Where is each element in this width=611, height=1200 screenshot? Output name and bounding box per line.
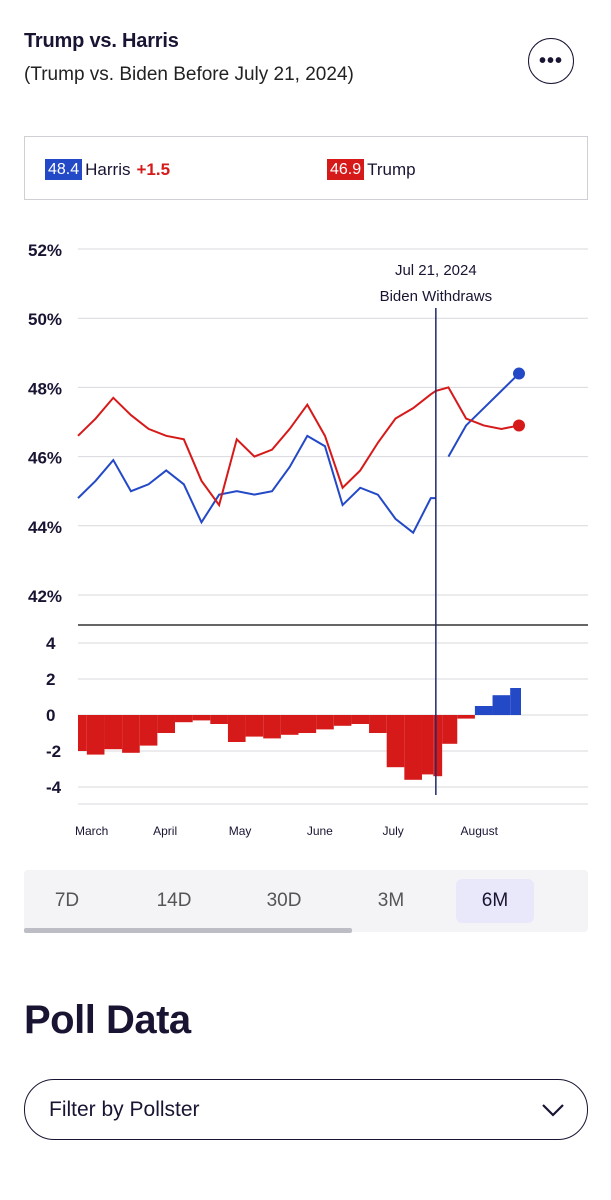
y-tick-label: 0 [46, 706, 55, 725]
tab-3m[interactable]: 3M [377, 890, 405, 911]
harris-name: Harris [85, 159, 131, 179]
page-title: Trump vs. Harris [24, 30, 179, 52]
margin-bar [210, 715, 228, 724]
tab-7d[interactable]: 7D [54, 890, 80, 911]
x-tick-label: March [75, 824, 108, 838]
tab-6m[interactable]: 6M [456, 879, 534, 923]
margin-bar [122, 715, 140, 753]
trump-endpoint [513, 419, 525, 432]
margin-bar [386, 715, 405, 768]
tab-14d[interactable]: 14D [156, 890, 192, 911]
legend-harris: 48.4 Harris +1.5 [45, 159, 170, 180]
legend-panel: 48.4 Harris +1.5 46.9 Trump [24, 136, 588, 200]
x-tick-label: April [153, 824, 177, 838]
harris-endpoint [513, 367, 525, 380]
margin-bar [474, 706, 493, 715]
margin-bar [421, 715, 434, 775]
y-tick-label: 50% [28, 310, 62, 329]
harris-line [77, 434, 436, 535]
margin-bar [333, 715, 352, 726]
trump-name: Trump [367, 159, 416, 179]
margin-bar [245, 715, 264, 737]
margin-bar [404, 715, 422, 780]
y-tick-label: 42% [28, 587, 62, 606]
margin-bar [157, 715, 176, 733]
margin-bar [263, 715, 281, 739]
margin-bar [192, 715, 211, 721]
margin-bar [442, 715, 458, 744]
margin-bar [175, 715, 193, 723]
more-options-button[interactable]: ••• [528, 38, 574, 84]
x-tick-label: July [382, 824, 403, 838]
y-tick-label: 52% [28, 241, 62, 260]
margin-bar [351, 715, 370, 724]
tab-30d[interactable]: 30D [266, 890, 302, 911]
y-tick-label: 4 [46, 634, 56, 653]
harris-lead: +1.5 [136, 159, 171, 179]
range-tabs: 7D 14D 30D 3M 6M [24, 870, 588, 932]
harris-line [447, 372, 520, 458]
annotation-date: Jul 21, 2024 [395, 262, 477, 279]
poll-chart[interactable]: 52% 50% 48% 46% 44% 42% 4 2 0 -2 -4 March April May Ju… [0, 230, 611, 850]
y-tick-label: 44% [28, 518, 62, 537]
y-tick-label: 46% [28, 449, 62, 468]
filter-label: Filter by Pollster [49, 1098, 200, 1121]
y-tick-label: 48% [28, 379, 62, 398]
chevron-down-icon [542, 1104, 564, 1117]
trump-line [77, 386, 520, 508]
filter-by-pollster-select[interactable]: Filter by Pollster [24, 1079, 588, 1140]
margin-bar [492, 695, 511, 715]
y-tick-label: -4 [46, 778, 62, 797]
x-tick-label: June [307, 824, 333, 838]
margin-bar [227, 715, 246, 742]
margin-bar [369, 715, 387, 733]
page-subtitle: (Trump vs. Biden Before July 21, 2024) [24, 64, 354, 85]
trump-value-badge: 46.9 [327, 159, 365, 180]
margin-bar [78, 715, 87, 751]
margin-bar [316, 715, 334, 730]
y-tick-label: 2 [46, 670, 55, 689]
x-tick-label: May [229, 824, 252, 838]
margin-bar [457, 715, 475, 719]
margin-bar [298, 715, 317, 733]
y-tick-label: -2 [46, 742, 61, 761]
harris-value-badge: 48.4 [45, 159, 83, 180]
poll-data-heading: Poll Data [24, 998, 191, 1042]
x-tick-label: August [461, 824, 499, 838]
margin-bar [139, 715, 158, 746]
legend-trump: 46.9 Trump [327, 159, 416, 180]
margin-bar [433, 715, 443, 777]
tabs-scrollbar[interactable] [24, 928, 352, 933]
margin-bar [86, 715, 105, 755]
margin-bar [510, 688, 521, 715]
annotation-text: Biden Withdraws [380, 288, 493, 305]
margin-bar [280, 715, 299, 735]
ellipsis-icon: ••• [538, 49, 563, 72]
margin-bar [104, 715, 123, 750]
